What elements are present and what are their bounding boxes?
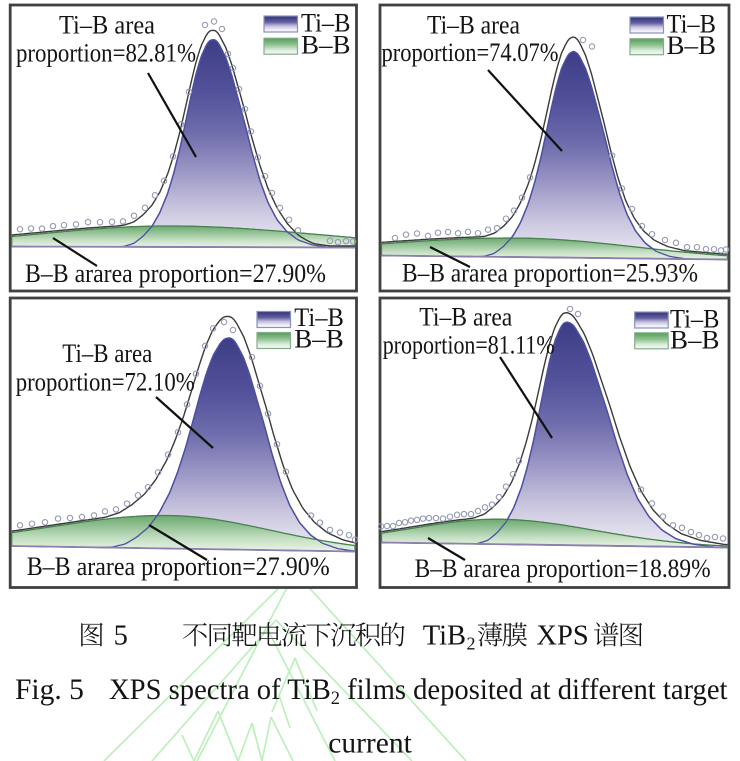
- svg-text:B–B ararea proportion=27.90%: B–B ararea proportion=27.90%: [25, 259, 326, 288]
- svg-text:B–B ararea proportion=25.93%: B–B ararea proportion=25.93%: [402, 259, 698, 288]
- svg-text:proportion=81.11%: proportion=81.11%: [383, 330, 555, 359]
- svg-text:B–B: B–B: [667, 31, 717, 60]
- svg-text:proportion=82.81%: proportion=82.81%: [16, 39, 196, 68]
- svg-text:current: current: [328, 727, 412, 759]
- svg-text:Ti–B: Ti–B: [667, 10, 717, 39]
- svg-text:B–B: B–B: [294, 324, 344, 353]
- svg-text:B–B ararea proportion=18.89%: B–B ararea proportion=18.89%: [415, 554, 711, 583]
- svg-text:Ti–B area: Ti–B area: [62, 339, 152, 368]
- svg-text:Ti–B: Ti–B: [670, 305, 720, 334]
- svg-text:TiB: TiB: [423, 621, 466, 652]
- svg-text:Ti–B area: Ti–B area: [59, 11, 155, 40]
- svg-text:5: 5: [114, 621, 128, 652]
- svg-text:B–B ararea proportion=27.90%: B–B ararea proportion=27.90%: [27, 552, 330, 581]
- svg-text:XPS: XPS: [536, 621, 588, 652]
- svg-text:B–B: B–B: [301, 31, 351, 60]
- svg-text:Ti–B area: Ti–B area: [419, 303, 512, 332]
- svg-text:Ti–B area: Ti–B area: [427, 11, 520, 40]
- svg-text:B–B: B–B: [670, 326, 720, 355]
- svg-text:2: 2: [467, 634, 476, 654]
- svg-text:Ti–B: Ti–B: [294, 303, 344, 332]
- svg-text:Fig. 5: Fig. 5: [15, 674, 84, 706]
- svg-text:proportion=74.07%: proportion=74.07%: [382, 38, 559, 67]
- svg-text:Ti–B: Ti–B: [301, 9, 351, 38]
- svg-text:proportion=72.10%: proportion=72.10%: [16, 367, 195, 396]
- svg-text:XPS spectra of TiB2 films depo: XPS spectra of TiB2 films deposited at d…: [109, 674, 728, 709]
